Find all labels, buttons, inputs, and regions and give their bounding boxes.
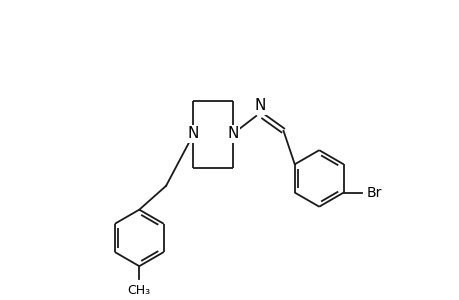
Text: Br: Br xyxy=(366,186,381,200)
Text: N: N xyxy=(227,126,238,141)
Text: CH₃: CH₃ xyxy=(128,284,151,297)
Text: N: N xyxy=(187,126,198,141)
Text: N: N xyxy=(253,98,265,113)
